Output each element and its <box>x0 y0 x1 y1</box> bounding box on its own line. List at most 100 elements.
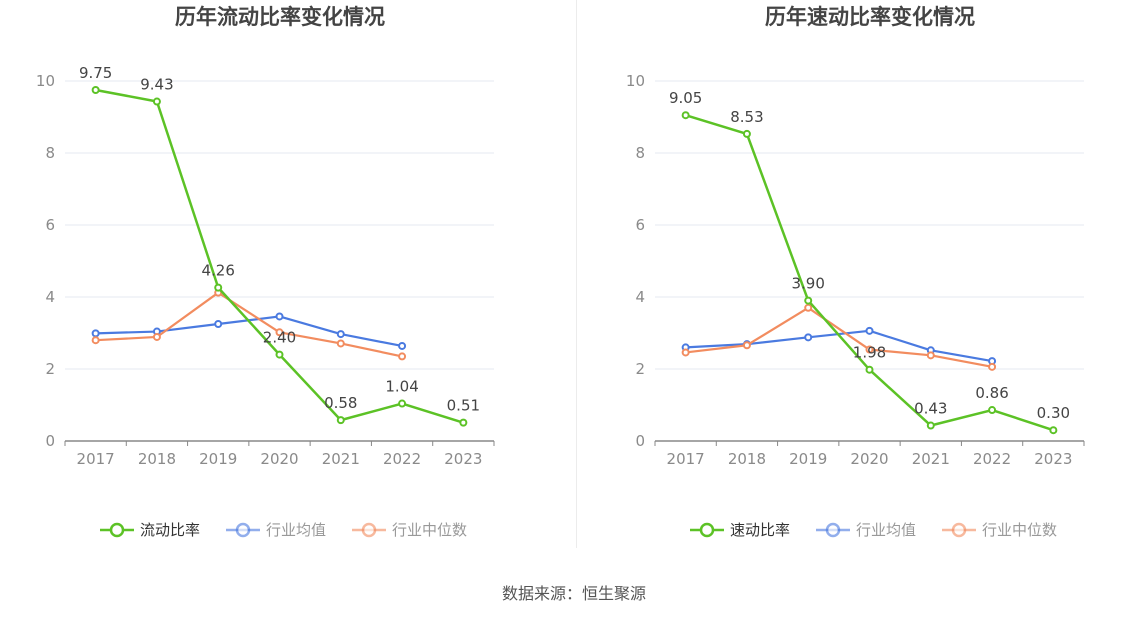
data-label: 1.98 <box>853 344 886 362</box>
chart-title: 历年流动比率变化情况 <box>175 5 385 29</box>
data-point <box>742 341 751 350</box>
chart-divider <box>576 0 577 548</box>
data-point <box>681 348 690 357</box>
legend-label: 行业均值 <box>266 521 326 539</box>
x-tick-label: 2020 <box>850 450 888 468</box>
x-tick-label: 2023 <box>444 450 482 468</box>
series-line-3 <box>685 306 993 368</box>
x-tick-label: 2022 <box>973 450 1011 468</box>
data-point <box>865 365 874 374</box>
legend-item-3[interactable]: 行业中位数 <box>352 521 467 539</box>
x-tick-label: 2018 <box>728 450 766 468</box>
data-label: 0.30 <box>1037 404 1070 422</box>
data-point <box>91 329 100 338</box>
data-point <box>804 296 813 305</box>
data-point <box>742 129 751 138</box>
data-point <box>398 399 407 408</box>
legend-label: 速动比率 <box>730 521 790 539</box>
legend-marker-icon <box>235 522 251 538</box>
y-tick-label: 2 <box>635 360 645 378</box>
chart-2: 历年速动比率变化情况 0 2 4 6 8 10 2017 2018 2019 2020 2021 202… <box>626 5 1085 539</box>
data-point <box>926 421 935 430</box>
y-tick-label: 4 <box>635 288 645 306</box>
series-line-3 <box>95 291 403 358</box>
y-tick-label: 0 <box>635 432 645 450</box>
x-tick-label: 2023 <box>1034 450 1072 468</box>
data-source-text: 数据来源：恒生聚源 <box>501 584 646 603</box>
data-point <box>398 352 407 361</box>
x-tick-label: 2017 <box>667 450 705 468</box>
data-point <box>926 351 935 360</box>
x-tick-label: 2020 <box>260 450 298 468</box>
data-point <box>275 312 284 321</box>
data-point <box>681 111 690 120</box>
data-point <box>275 350 284 359</box>
y-tick-label: 8 <box>635 144 645 162</box>
y-tick-label: 8 <box>45 144 55 162</box>
legend: 速动比率 行业均值 行业中位数 <box>690 521 1057 539</box>
data-point <box>804 333 813 342</box>
data-point <box>91 86 100 94</box>
chart-title: 历年速动比率变化情况 <box>765 5 975 29</box>
x-tick-label: 2021 <box>912 450 950 468</box>
data-point <box>1049 426 1058 435</box>
y-tick-label: 6 <box>635 216 645 234</box>
legend-item-2[interactable]: 行业均值 <box>816 521 916 539</box>
data-label: 1.04 <box>385 378 418 396</box>
x-tick-label: 2018 <box>138 450 176 468</box>
data-point <box>214 320 223 328</box>
data-label: 9.75 <box>79 64 112 82</box>
data-point <box>336 339 345 348</box>
data-point <box>988 406 997 415</box>
data-point <box>988 362 997 371</box>
data-point <box>459 418 468 427</box>
legend-label: 行业均值 <box>856 521 916 539</box>
data-point <box>275 328 284 337</box>
legend-label: 行业中位数 <box>392 521 467 539</box>
legend-label: 流动比率 <box>140 521 200 539</box>
data-label: 2.40 <box>263 329 296 347</box>
data-point <box>336 330 345 339</box>
y-tick-label: 10 <box>626 72 645 90</box>
data-point <box>804 303 813 312</box>
data-point <box>398 341 407 350</box>
data-point <box>865 326 874 335</box>
data-label: 9.05 <box>669 89 702 107</box>
data-point <box>865 345 874 354</box>
legend-marker-icon <box>699 522 715 538</box>
legend-item-1[interactable]: 速动比率 <box>690 521 790 539</box>
data-point <box>336 416 345 425</box>
data-label: 3.90 <box>792 275 825 293</box>
legend-marker-icon <box>109 522 125 538</box>
legend: 流动比率 行业均值 行业中位数 <box>100 521 467 539</box>
chart-1: 历年流动比率变化情况 0 2 4 6 8 10 2017 2018 2019 2020 2021 202… <box>36 5 495 539</box>
data-label: 4.26 <box>202 262 235 280</box>
data-label: 0.86 <box>975 384 1008 402</box>
y-tick-label: 10 <box>36 72 55 90</box>
data-label: 9.43 <box>140 76 173 94</box>
data-point <box>152 332 161 341</box>
data-label: 0.51 <box>447 397 480 415</box>
legend-marker-icon <box>951 522 967 538</box>
legend-item-3[interactable]: 行业中位数 <box>942 521 1057 539</box>
data-label: 8.53 <box>730 108 763 126</box>
data-point <box>91 336 100 345</box>
data-point <box>214 283 223 292</box>
x-tick-label: 2019 <box>199 450 237 468</box>
x-tick-label: 2019 <box>789 450 827 468</box>
legend-item-2[interactable]: 行业均值 <box>226 521 326 539</box>
legend-marker-icon <box>361 522 377 538</box>
x-tick-label: 2022 <box>383 450 421 468</box>
data-label: 0.58 <box>324 394 357 412</box>
data-point <box>152 97 161 106</box>
data-label: 0.43 <box>914 400 947 418</box>
x-tick-label: 2021 <box>322 450 360 468</box>
y-tick-label: 2 <box>45 360 55 378</box>
series-line-1 <box>95 88 464 424</box>
legend-item-1[interactable]: 流动比率 <box>100 521 200 539</box>
x-tick-label: 2017 <box>77 450 115 468</box>
y-tick-label: 0 <box>45 432 55 450</box>
legend-marker-icon <box>825 522 841 538</box>
